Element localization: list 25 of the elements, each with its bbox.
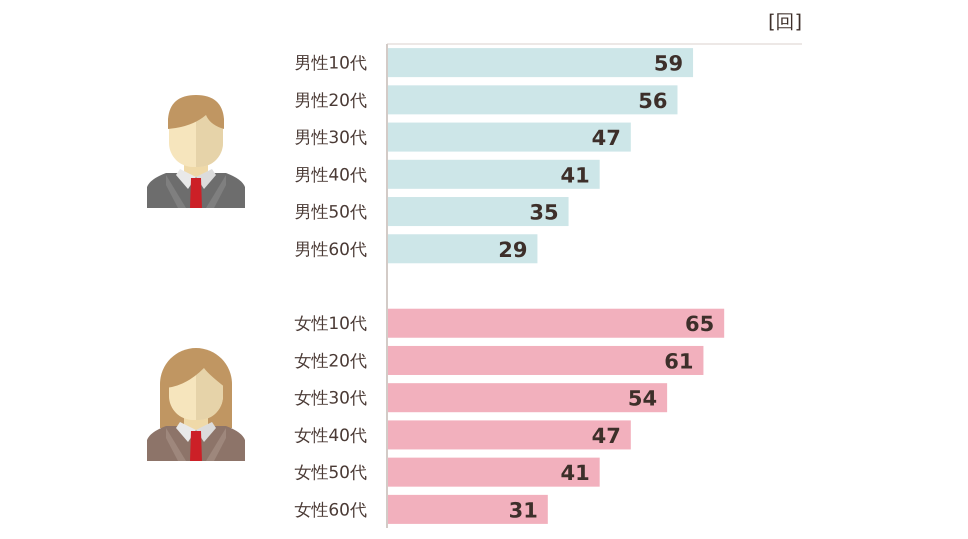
data-label: 54: [628, 386, 658, 411]
y-tick-label: 男性60代: [294, 240, 367, 260]
y-tick-label: 女性60代: [294, 500, 367, 520]
data-label: 41: [560, 163, 590, 188]
data-label: 47: [592, 424, 621, 448]
y-tick-label: 女性20代: [294, 351, 367, 372]
y-tick-label: 男性50代: [294, 202, 367, 223]
y-tick-label: 女性30代: [294, 388, 367, 409]
y-tick-label: 男性10代: [294, 54, 367, 74]
data-label: 35: [529, 200, 559, 225]
data-label: 56: [638, 88, 668, 113]
y-tick-label: 男性20代: [294, 90, 367, 111]
data-label: 61: [664, 349, 694, 374]
data-label: 41: [560, 461, 590, 486]
y-tick-label: 女性40代: [294, 426, 367, 446]
data-label: 31: [508, 498, 538, 522]
y-tick-label: 女性10代: [294, 314, 367, 334]
y-tick-label: 女性50代: [294, 463, 367, 484]
data-label: 65: [684, 312, 714, 336]
data-label: 47: [592, 126, 621, 150]
y-tick-label: 男性40代: [294, 165, 367, 186]
text: [回]: [768, 11, 802, 33]
data-label: 29: [498, 238, 528, 262]
data-label: 59: [654, 52, 684, 76]
y-tick-label: 男性30代: [294, 128, 367, 148]
